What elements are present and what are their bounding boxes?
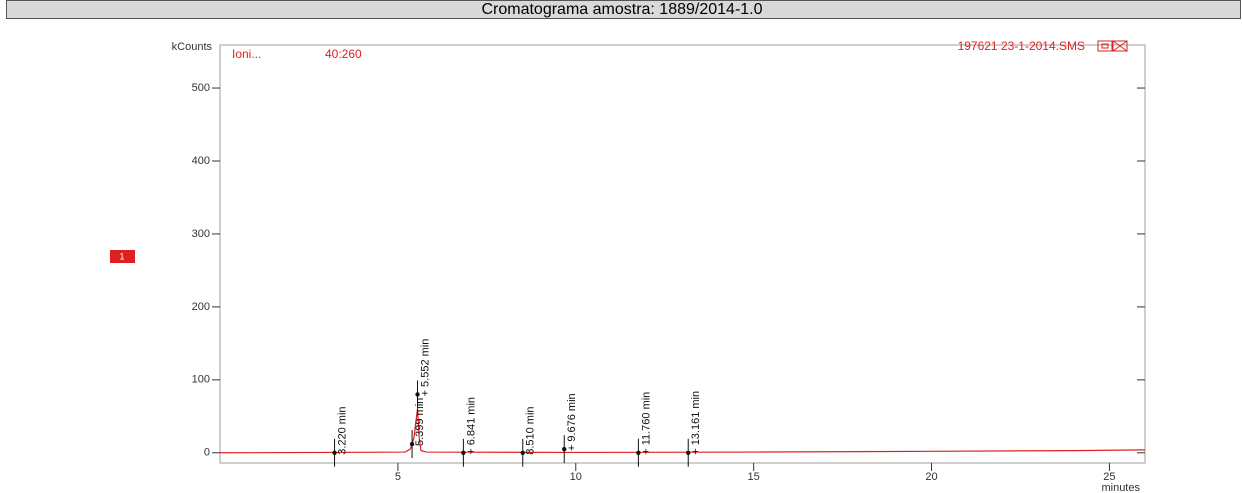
trace-badge: 1 xyxy=(119,251,124,261)
peak-label: 5.399 min xyxy=(414,398,426,446)
x-tick-label: 15 xyxy=(748,471,760,483)
peak-marker xyxy=(415,392,420,397)
y-tick-label: 500 xyxy=(192,82,210,94)
chart-title: Cromatograma amostra: 1889/2014-1.0 xyxy=(481,1,762,18)
peak-label: + 6.841 min xyxy=(465,397,477,455)
peak-marker xyxy=(332,450,337,455)
peak-marker xyxy=(520,450,525,455)
peak-label: 3.220 min xyxy=(336,406,348,454)
peak-marker xyxy=(562,446,567,452)
file-name: 197621 23-1-2014.SMS xyxy=(958,39,1085,53)
x-tick-label: 20 xyxy=(925,471,937,483)
y-tick-label: 300 xyxy=(192,228,210,240)
title-bar xyxy=(6,0,1241,19)
peak-label: + 13.161 min xyxy=(690,391,702,455)
x-axis-label: minutes xyxy=(1101,482,1140,493)
peak-label: + 9.676 min xyxy=(566,393,578,451)
window-icons xyxy=(1097,40,1128,52)
y-tick-label: 0 xyxy=(204,447,210,459)
trace xyxy=(219,408,1146,454)
peak-label: + 11.760 min xyxy=(640,392,652,455)
x-tick-label: 10 xyxy=(570,471,582,483)
y-tick-label: 100 xyxy=(192,374,210,386)
mass-range: 40:260 xyxy=(325,47,362,61)
y-tick-label: 200 xyxy=(192,301,210,313)
y-tick-label: 400 xyxy=(192,155,210,167)
x-tick-label: 25 xyxy=(1103,471,1115,483)
peak-marker xyxy=(409,441,415,447)
trace-badge-box xyxy=(110,250,135,263)
series-label: Ioni... xyxy=(232,47,261,61)
x-tick-label: 5 xyxy=(395,471,401,483)
y-axis-label: kCounts xyxy=(172,41,213,53)
plot-frame xyxy=(219,44,1146,464)
peak-label: + 5.552 min xyxy=(419,339,431,397)
peak-marker xyxy=(461,450,466,455)
peak-label: 8.510 min xyxy=(525,406,537,454)
peak-marker xyxy=(636,450,641,455)
peak-marker xyxy=(686,450,691,455)
